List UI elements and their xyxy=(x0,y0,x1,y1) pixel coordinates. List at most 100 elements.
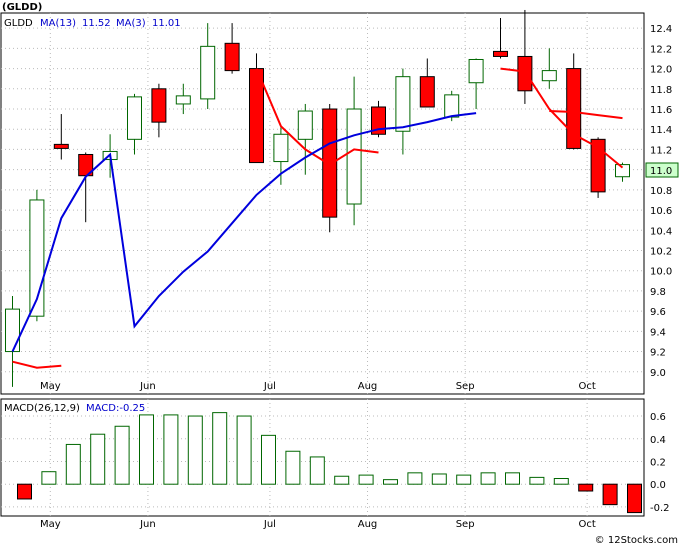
macd-tick-label: 0.0 xyxy=(650,480,666,491)
legend-ma-slow-label: MA(3) xyxy=(116,18,146,29)
ma-slow-line xyxy=(12,360,62,369)
legend-ma-fast-label: MA(13) xyxy=(40,18,76,29)
price-tick-label: 12.4 xyxy=(650,24,672,35)
macd-histogram xyxy=(17,412,642,514)
candle-body xyxy=(53,143,69,149)
macd-bar xyxy=(431,473,447,485)
x-tick-label: Oct xyxy=(578,381,595,392)
candle-body xyxy=(249,68,264,164)
macd-bar xyxy=(480,472,496,485)
x-tick-label: Aug xyxy=(358,381,378,392)
ma-slow-line xyxy=(255,68,379,166)
x-tick-label: Jul xyxy=(263,381,276,392)
candle-body xyxy=(395,76,411,132)
x-tick-label: May xyxy=(40,381,61,392)
price-tick-label: 12.0 xyxy=(650,65,672,76)
x-axis-labels: May May Jun Jun Jul Jul Aug Aug Sep Sep Oct Oct xyxy=(40,381,596,530)
macd-bar xyxy=(627,483,642,514)
ma-slow-line xyxy=(500,67,624,169)
watermark: © 12Stocks.com xyxy=(595,535,678,546)
legend-ma-slow-value: 11.01 xyxy=(152,18,181,29)
macd-bar xyxy=(212,412,228,485)
legend-symbol: GLDD xyxy=(4,18,33,29)
price-tick-label: 11.4 xyxy=(650,125,672,136)
macd-bar xyxy=(17,483,32,500)
macd-bar xyxy=(261,434,276,485)
macd-bar xyxy=(187,415,203,485)
macd-tick-label: -0.2 xyxy=(650,503,670,514)
price-tick-label: 10.8 xyxy=(650,186,672,197)
candle-body xyxy=(297,110,313,140)
candle-body xyxy=(151,88,167,123)
candle-body xyxy=(346,108,362,205)
macd-bar xyxy=(163,414,179,485)
candle-body xyxy=(590,138,606,193)
price-tick-label: 11.2 xyxy=(650,145,672,156)
x-tick-label: May xyxy=(40,519,61,530)
macd-bar xyxy=(309,456,325,485)
price-tick-label: 9.8 xyxy=(650,287,666,298)
macd-bar xyxy=(456,474,472,485)
price-tick-label: 10.4 xyxy=(650,226,672,237)
price-tick-label: 9.2 xyxy=(650,348,666,359)
macd-bar xyxy=(65,443,81,485)
price-tick-label: 10.2 xyxy=(650,246,672,257)
macd-bar xyxy=(90,433,106,485)
candle-body xyxy=(419,76,435,108)
macd-value-label: MACD:-0.25 xyxy=(86,403,145,414)
price-tick-label: 11.6 xyxy=(650,105,672,116)
macd-bar xyxy=(553,478,569,485)
macd-label: MACD(26,12,9) xyxy=(4,403,80,414)
ma-fast-line xyxy=(11,112,477,353)
macd-bar xyxy=(578,483,594,492)
macd-bar xyxy=(41,471,57,485)
candle-body xyxy=(5,308,20,353)
candle-body xyxy=(541,70,557,82)
x-tick-label: Jun xyxy=(139,381,156,392)
macd-bar xyxy=(114,425,130,485)
moving-average-lines xyxy=(11,67,624,369)
macd-bar xyxy=(529,476,545,485)
macd-bar xyxy=(236,415,252,485)
last-price-tag: 11.0 xyxy=(650,166,672,177)
x-tick-label: Oct xyxy=(578,519,595,530)
price-tick-label: 9.0 xyxy=(650,368,666,379)
candle-body xyxy=(127,96,142,140)
macd-bar xyxy=(358,474,374,485)
price-tick-label: 9.6 xyxy=(650,307,666,318)
price-tick-label: 10.0 xyxy=(650,267,672,278)
macd-tick-label: 0.2 xyxy=(650,457,666,468)
macd-bar xyxy=(383,479,398,485)
candle-body xyxy=(273,133,289,163)
macd-bar xyxy=(505,472,520,485)
macd-bar xyxy=(334,475,350,485)
candle-body xyxy=(566,68,582,149)
x-tick-label: Sep xyxy=(456,381,475,392)
ma-slow-line xyxy=(549,110,623,120)
chart-title: (GLDD) xyxy=(2,2,42,13)
price-tick-label: 9.4 xyxy=(650,327,666,338)
price-y-axis: 12.4 12.2 12.0 11.8 11.6 11.4 11.2 11.0 10.8 10.6… xyxy=(650,24,672,379)
price-tick-label: 12.2 xyxy=(650,44,672,55)
x-tick-label: Jul xyxy=(263,519,276,530)
x-tick-label: Jun xyxy=(139,519,156,530)
candle-body xyxy=(444,94,460,118)
candle-body xyxy=(468,58,484,84)
macd-bar xyxy=(139,414,154,485)
macd-bar xyxy=(285,450,301,485)
candle-body xyxy=(371,106,386,135)
macd-tick-label: 0.4 xyxy=(650,435,666,446)
candle-body xyxy=(175,95,191,105)
macd-bar xyxy=(407,472,423,485)
macd-y-axis: 0.6 0.4 0.2 0.0 -0.2 xyxy=(650,412,670,514)
x-tick-label: Sep xyxy=(456,519,475,530)
last-price-tag-box xyxy=(645,162,679,178)
price-tick-label: 10.6 xyxy=(650,206,672,217)
macd-tick-label: 0.6 xyxy=(650,412,666,423)
candle-body xyxy=(493,50,508,57)
price-tick-label: 11.8 xyxy=(650,85,672,96)
x-tick-label: Aug xyxy=(358,519,378,530)
macd-bar xyxy=(602,483,618,506)
candle-body xyxy=(615,164,630,178)
